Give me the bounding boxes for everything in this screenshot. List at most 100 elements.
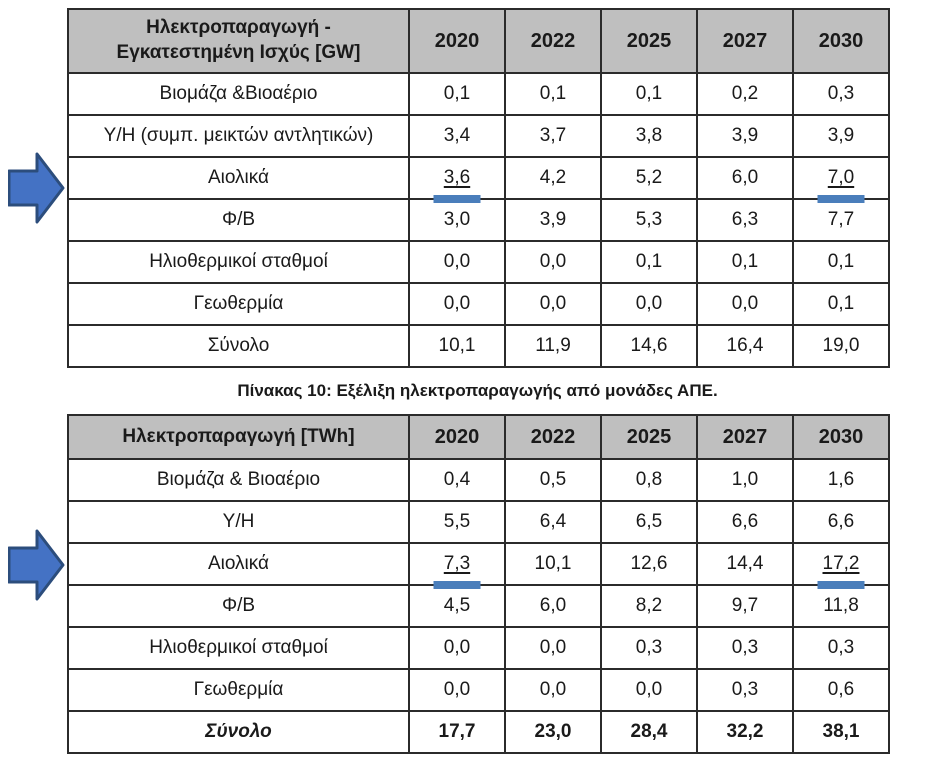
highlighted-value-cell: 3,6 [408,156,506,203]
year-header-2022: 2022 [504,8,602,74]
value-cell: 10,1 [504,542,602,586]
table-header-row: Ηλεκτροπαραγωγή - Εγκατεστημένη Ισχύς [G… [67,8,890,74]
blue-highlight-bar [817,195,865,203]
value-cell: 10,1 [408,324,506,368]
year-header-2025: 2025 [600,8,698,74]
value-cell: 38,1 [792,710,890,754]
year-header-2020: 2020 [408,8,506,74]
value-cell: 0,0 [408,240,506,284]
value-cell: 23,0 [504,710,602,754]
table2-title: Ηλεκτροπαραγωγή [TWh] [67,414,410,460]
value-cell: 3,4 [408,114,506,158]
value-cell: 0,0 [504,626,602,670]
highlighted-value-cell: 17,2 [792,542,890,589]
value-cell: 11,9 [504,324,602,368]
value-cell: 0,0 [504,240,602,284]
value-cell: 0,4 [408,458,506,502]
value-cell: 0,0 [600,282,698,326]
arrow-shape [8,529,65,601]
value-cell: 6,4 [504,500,602,544]
table-row-biomass: Βιομάζα &Βιοαέριο 0,1 0,1 0,1 0,2 0,3 [67,72,890,116]
value-cell: 5,3 [600,198,698,242]
value-cell: 14,6 [600,324,698,368]
value-cell: 0,0 [696,282,794,326]
row-label: Ηλιοθερμικοί σταθμοί [67,240,410,284]
value-cell: 12,6 [600,542,698,586]
value-cell: 0,8 [600,458,698,502]
row-label: Αιολικά [67,156,410,200]
blue-highlight-bar [433,581,481,589]
highlighted-value-cell: 7,3 [408,542,506,589]
value-cell: 4,2 [504,156,602,200]
table-caption: Πίνακας 10: Εξέλιξη ηλεκτροπαραγωγής από… [237,381,718,400]
highlighted-value-cell: 7,0 [792,156,890,203]
table-row-solar-thermal: Ηλιοθερμικοί σταθμοί 0,0 0,0 0,1 0,1 0,1 [67,240,890,284]
value-cell: 0,0 [504,668,602,712]
value-cell: 11,8 [792,584,890,628]
value-cell: 14,4 [696,542,794,586]
table-row-total: Σύνολο 17,7 23,0 28,4 32,2 38,1 [67,710,890,754]
value-cell: 0,0 [600,668,698,712]
value-cell: 4,5 [408,584,506,628]
row-label: Υ/Η [67,500,410,544]
row-label: Φ/Β [67,198,410,242]
row-label: Γεωθερμία [67,668,410,712]
value-cell: 0,3 [696,626,794,670]
value-cell: 0,3 [792,626,890,670]
value-cell: 32,2 [696,710,794,754]
year-header-2020: 2020 [408,414,506,460]
blue-highlight-bar [433,195,481,203]
value-cell: 6,6 [792,500,890,544]
row-label: Βιομάζα &Βιοαέριο [67,72,410,116]
value-cell: 0,5 [504,458,602,502]
underlined-value: 17,2 [822,553,860,574]
row-label: Γεωθερμία [67,282,410,326]
arrow-shape [8,152,65,224]
value-cell: 6,5 [600,500,698,544]
value-cell: 0,0 [408,282,506,326]
row-label: Σύνολο [67,710,410,754]
year-header-2027: 2027 [696,8,794,74]
value-cell: 6,3 [696,198,794,242]
table-row-biomass: Βιομάζα & Βιοαέριο 0,4 0,5 0,8 1,0 1,6 [67,458,890,502]
table-row-total: Σύνολο 10,1 11,9 14,6 16,4 19,0 [67,324,890,368]
value-cell: 6,6 [696,500,794,544]
value-cell: 3,8 [600,114,698,158]
value-cell: 0,0 [408,626,506,670]
value-cell: 0,0 [504,282,602,326]
value-cell: 0,1 [600,240,698,284]
value-cell: 5,5 [408,500,506,544]
generation-table: Ηλεκτροπαραγωγή [TWh] 2020 2022 2025 202… [67,414,890,754]
value-cell: 0,0 [408,668,506,712]
value-cell: 0,1 [792,282,890,326]
value-cell: 17,7 [408,710,506,754]
value-cell: 0,1 [408,72,506,116]
installed-capacity-table: Ηλεκτροπαραγωγή - Εγκατεστημένη Ισχύς [G… [67,8,890,368]
value-cell: 6,0 [504,584,602,628]
row-label: Αιολικά [67,542,410,586]
value-cell: 0,6 [792,668,890,712]
value-cell: 1,6 [792,458,890,502]
table-row-hydro: Υ/Η 5,5 6,4 6,5 6,6 6,6 [67,500,890,544]
table-row-wind: Αιολικά 7,3 10,1 12,6 14,4 17,2 [67,542,890,589]
value-cell: 1,0 [696,458,794,502]
table-row-wind: Αιολικά 3,6 4,2 5,2 6,0 7,0 [67,156,890,203]
value-cell: 28,4 [600,710,698,754]
blue-highlight-bar [817,581,865,589]
value-cell: 3,9 [504,198,602,242]
underlined-value: 7,0 [827,167,855,188]
year-header-2027: 2027 [696,414,794,460]
year-header-2030: 2030 [792,414,890,460]
row-label: Φ/Β [67,584,410,628]
underlined-value: 7,3 [443,553,471,574]
value-cell: 0,1 [696,240,794,284]
value-cell: 6,0 [696,156,794,200]
year-header-2022: 2022 [504,414,602,460]
value-cell: 3,9 [696,114,794,158]
value-cell: 3,0 [408,198,506,242]
value-cell: 0,1 [792,240,890,284]
value-cell: 0,3 [792,72,890,116]
table-row-geothermal: Γεωθερμία 0,0 0,0 0,0 0,0 0,1 [67,282,890,326]
value-cell: 7,7 [792,198,890,242]
